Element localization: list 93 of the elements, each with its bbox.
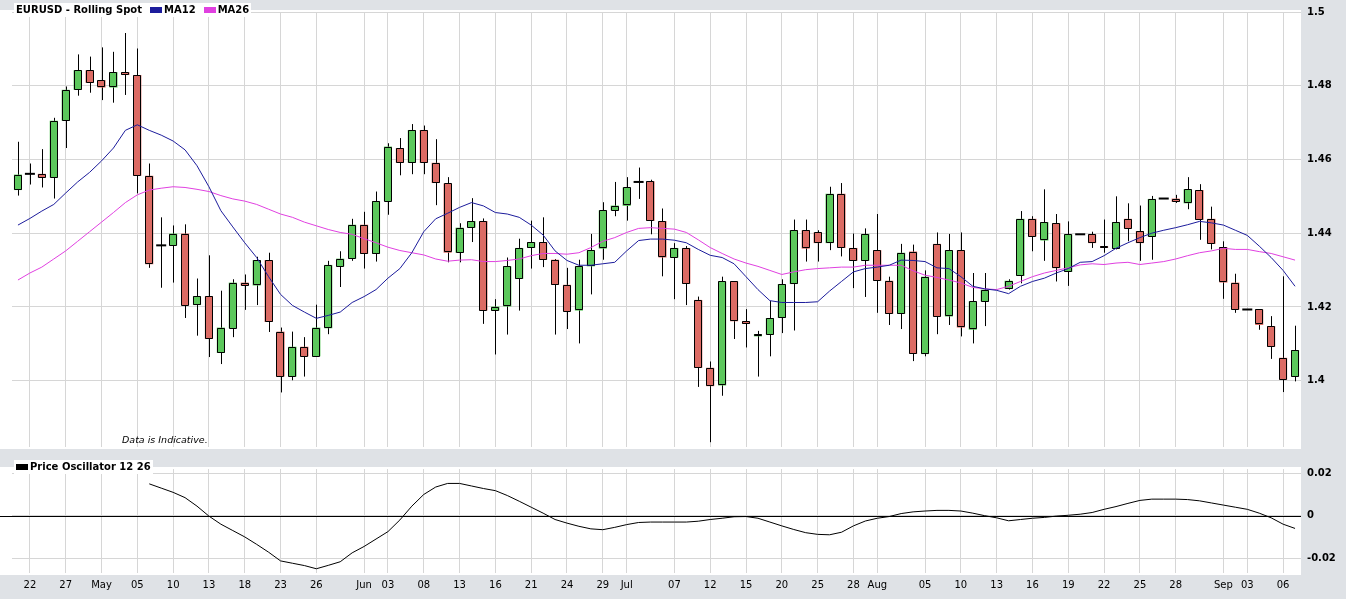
y-tick-label: 0.02 [1307, 466, 1332, 478]
x-tick-label: Sep [1213, 578, 1233, 590]
candlestick [336, 250, 345, 288]
x-tick-label: 05 [918, 578, 932, 590]
x-tick-label: 12 [703, 578, 717, 590]
candlestick [1100, 219, 1109, 254]
candlestick [13, 141, 23, 197]
candlestick [1135, 205, 1144, 262]
candlestick [395, 137, 404, 176]
x-tick-label: 08 [417, 578, 431, 590]
candlestick [37, 148, 46, 188]
candlestick [1183, 176, 1192, 210]
legend-label: Price Oscillator 12 26 [30, 461, 151, 473]
x-tick-label: 27 [59, 578, 73, 590]
x-tick-label: 13 [990, 578, 1004, 590]
x-tick-label: 16 [1026, 578, 1039, 590]
x-tick-label: 10 [166, 578, 180, 590]
x-tick-label: 19 [1061, 578, 1075, 590]
candlestick [276, 327, 285, 393]
x-tick-label: 28 [1169, 578, 1183, 590]
candlestick [73, 53, 82, 97]
candlestick [1123, 202, 1132, 242]
candlestick [85, 56, 94, 94]
candlestick [980, 272, 989, 327]
x-tick-label: 21 [524, 578, 538, 590]
y-tick-label: 0 [1307, 509, 1314, 521]
candlestick [1016, 210, 1025, 284]
x-tick-label: 10 [954, 578, 968, 590]
x-tick-label: 16 [489, 578, 502, 590]
candlestick [109, 51, 118, 104]
x-tick-label: 25 [1133, 578, 1147, 590]
candlestick [1279, 275, 1288, 393]
candlestick [586, 233, 595, 295]
legend-label: MA12 [164, 4, 196, 16]
x-tick-label: 05 [130, 578, 144, 590]
x-tick-label: 22 [23, 578, 37, 590]
candlestick [706, 360, 715, 443]
candlestick [1267, 315, 1276, 360]
x-tick-label: 13 [202, 578, 216, 590]
x-tick-label: 03 [1240, 578, 1254, 590]
y-tick-label: 1.48 [1307, 79, 1332, 91]
candlestick [240, 273, 249, 311]
x-tick-label: 15 [739, 578, 753, 590]
x-tick-label: 26 [309, 578, 323, 590]
candlestick [610, 181, 619, 217]
candlestick [741, 308, 751, 348]
x-tick-label: 23 [274, 578, 287, 590]
x-tick-label: 06 [1276, 578, 1290, 590]
y-tick-label: 1.4 [1307, 374, 1325, 386]
chart-title: EURUSD - Rolling Spot [16, 4, 143, 16]
x-tick-label: Aug [867, 578, 888, 590]
candlestick [1255, 309, 1264, 331]
candlestick [169, 224, 178, 284]
x-tick-label: 18 [238, 578, 252, 590]
candlestick [527, 220, 536, 270]
legend-label: MA26 [217, 4, 250, 16]
y-tick-label: -0.02 [1307, 551, 1336, 563]
x-tick-label: 25 [811, 578, 824, 590]
candlestick [539, 216, 548, 268]
candlestick [670, 242, 679, 300]
x-tick-label: Jul [619, 578, 633, 590]
x-tick-label: 07 [668, 578, 681, 590]
x-tick-label: 28 [847, 578, 860, 590]
candlestick [765, 300, 774, 357]
candlestick [849, 233, 858, 289]
x-tick-label: 20 [775, 578, 789, 590]
candlestick [467, 197, 476, 243]
candlestick [1040, 188, 1049, 262]
x-tick-label: 29 [596, 578, 610, 590]
y-tick-label: 1.46 [1307, 153, 1332, 165]
candlestick [431, 138, 440, 206]
x-tick-label: May [91, 578, 112, 590]
candlestick [801, 219, 810, 263]
candlestick [813, 229, 822, 263]
x-tick-label: 24 [560, 578, 574, 590]
x-tick-label: Jun [355, 578, 372, 590]
x-tick-label: 03 [381, 578, 395, 590]
candlestick [1195, 183, 1204, 241]
candlestick [97, 46, 106, 101]
y-tick-label: 1.44 [1307, 226, 1332, 238]
candlestick [753, 330, 763, 378]
y-tick-label: 1.5 [1307, 5, 1325, 17]
y-tick-label: 1.42 [1307, 300, 1332, 312]
candlestick [491, 298, 500, 355]
candlestick [622, 176, 631, 222]
x-tick-label: 13 [453, 578, 466, 590]
candlestick [646, 179, 655, 235]
annotation: Data is Indicative. [122, 434, 208, 445]
candlestick [1028, 215, 1037, 252]
candlestick [121, 32, 130, 96]
candlestick [192, 278, 202, 337]
candlestick [300, 336, 309, 378]
x-tick-label: 22 [1097, 578, 1111, 590]
